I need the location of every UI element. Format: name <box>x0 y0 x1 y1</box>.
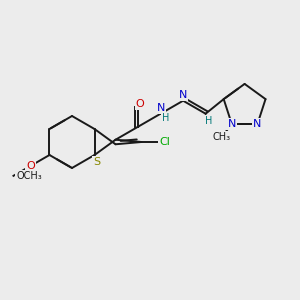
Text: S: S <box>93 157 100 167</box>
Text: H: H <box>162 113 169 123</box>
Text: N: N <box>227 119 236 129</box>
Text: Cl: Cl <box>159 137 170 147</box>
Text: N: N <box>156 103 165 113</box>
Text: O: O <box>136 99 144 109</box>
Text: H: H <box>205 116 212 126</box>
Text: N: N <box>179 90 187 100</box>
Text: CH₃: CH₃ <box>212 131 230 142</box>
Text: O: O <box>26 161 35 171</box>
Text: OCH₃: OCH₃ <box>16 171 42 181</box>
Text: N: N <box>254 119 262 129</box>
